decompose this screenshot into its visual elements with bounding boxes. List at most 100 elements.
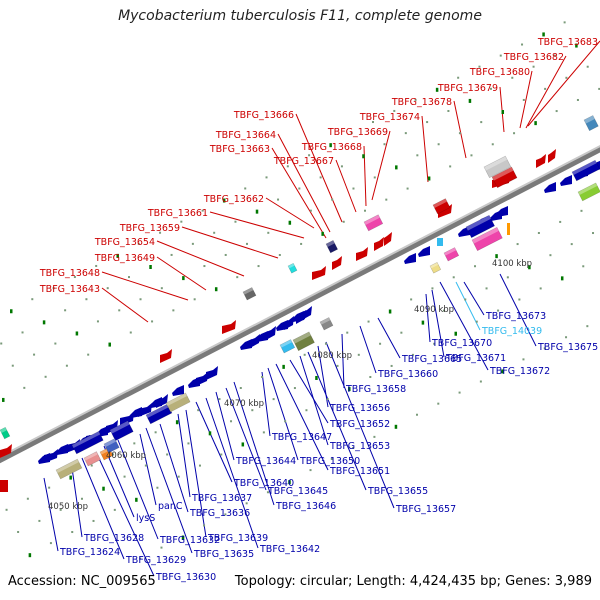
gene-label-panc[interactable]: panC [158, 501, 183, 512]
gene-label-tbfg-13667[interactable]: TBFG_13667 [273, 156, 334, 167]
gene-label-tbfg-13673[interactable]: TBFG_13673 [485, 311, 546, 322]
gene-label-tbfg-13635[interactable]: TBFG_13635 [193, 549, 254, 560]
gene-label-tbfg-13658[interactable]: TBFG_13658 [345, 384, 406, 395]
gene-box-blue[interactable] [103, 438, 120, 454]
gene-arrow[interactable] [206, 366, 218, 380]
gene-arrow-highlighted[interactable] [0, 444, 12, 458]
gene-label-tbfg-13655[interactable]: TBFG_13655 [367, 486, 428, 497]
gene-box-yellow[interactable] [429, 262, 442, 274]
gene-label-tbfg-13660[interactable]: TBFG_13660 [377, 369, 438, 380]
gene-box-grey[interactable] [242, 287, 257, 301]
gene-arrow-highlighted[interactable] [356, 247, 368, 261]
gene-box-steel[interactable] [583, 115, 599, 132]
gene-label-tbfg-13654[interactable]: TBFG_13654 [94, 237, 155, 248]
gene-arrow[interactable] [240, 339, 252, 350]
gene-box-olive[interactable] [55, 458, 83, 480]
gene-label-tbfg-13643[interactable]: TBFG_13643 [39, 284, 100, 295]
gene-label-tbfg-13680[interactable]: TBFG_13680 [469, 67, 530, 78]
gene-arrow[interactable] [404, 253, 416, 264]
gene-label-tbfg-13678[interactable]: TBFG_13678 [391, 97, 452, 108]
gene-box-cyan[interactable] [279, 339, 296, 354]
gene-arrow-highlighted[interactable] [536, 154, 546, 168]
gene-label-tbfg-13649[interactable]: TBFG_13649 [94, 253, 155, 264]
gene-label-tbfg-13683[interactable]: TBFG_13683 [537, 37, 598, 48]
gene-label-tbfg-13657[interactable]: TBFG_13657 [395, 504, 456, 515]
gene-label-tbfg-13636[interactable]: TBFG_13636 [189, 508, 250, 519]
gene-label-tbfg-13661[interactable]: TBFG_13661 [147, 208, 208, 219]
gene-arrow[interactable] [156, 394, 168, 408]
gene-arrow-highlighted[interactable] [332, 256, 342, 270]
gene-label-tbfg-13645[interactable]: TBFG_13645 [267, 486, 328, 497]
gene-box-highlighted[interactable] [432, 198, 451, 215]
gene-label-tbfg-13640[interactable]: TBFG_13640 [233, 478, 294, 489]
gene-label-tbfg-13629[interactable]: TBFG_13629 [125, 555, 186, 566]
gene-arrow[interactable] [120, 412, 134, 426]
gene-box-olive-dark[interactable] [292, 331, 315, 352]
gene-arrow[interactable] [490, 210, 502, 221]
gene-box-olive[interactable] [165, 392, 191, 413]
gene-arrow-highlighted[interactable] [374, 237, 384, 251]
gene-label-tbfg-13646[interactable]: TBFG_13646 [275, 501, 336, 512]
gene-arrow[interactable] [418, 246, 430, 257]
gene-label-selected-tbfg-14039[interactable]: TBFG_14039 [481, 326, 542, 337]
gene-label-tbfg-13632[interactable]: TBFG_13632 [159, 535, 220, 546]
gene-box[interactable] [71, 431, 104, 455]
gene-box-cyan[interactable] [287, 262, 298, 274]
gene-arrow[interactable] [250, 334, 260, 348]
gene-box-grey[interactable] [483, 155, 512, 179]
gene-label-tbfg-13674[interactable]: TBFG_13674 [359, 112, 420, 123]
gene-box-magenta[interactable] [363, 214, 384, 232]
gene-label-tbfg-13662[interactable]: TBFG_13662 [203, 194, 264, 205]
gene-arrow-highlighted[interactable] [548, 149, 556, 163]
gene-arrow[interactable] [266, 326, 276, 340]
gene-label-tbfg-13666[interactable]: TBFG_13666 [233, 110, 294, 121]
gene-box-magenta[interactable] [443, 247, 460, 262]
gene-label-tbfg-13642[interactable]: TBFG_13642 [259, 544, 320, 555]
gene-arrow-highlighted[interactable] [160, 349, 172, 363]
gene-label-tbfg-13656[interactable]: TBFG_13656 [329, 403, 390, 414]
gene-label-tbfg-13639[interactable]: TBFG_13639 [207, 533, 268, 544]
gene-edge-mark[interactable] [0, 480, 8, 492]
gene-arrow-highlighted[interactable] [312, 266, 326, 280]
gene-label-tbfg-13663[interactable]: TBFG_13663 [209, 144, 270, 155]
gene-box[interactable] [571, 159, 600, 182]
gene-label-tbfg-13630[interactable]: TBFG_13630 [155, 572, 216, 583]
gene-label-tbfg-13651[interactable]: TBFG_13651 [329, 466, 390, 477]
gene-box-highlighted[interactable] [491, 166, 518, 189]
gene-label-tbfg-13682[interactable]: TBFG_13682 [503, 52, 564, 63]
gene-label-tbfg-13675[interactable]: TBFG_13675 [537, 342, 598, 353]
gene-box-navy[interactable] [325, 240, 339, 254]
gene-box-green[interactable] [577, 182, 600, 202]
gene-arrow[interactable] [172, 385, 184, 396]
gene-arrow[interactable] [302, 306, 312, 320]
gene-box[interactable] [465, 214, 495, 239]
gene-arrow[interactable] [106, 420, 118, 434]
gene-label-tbfg-13671[interactable]: TBFG_13671 [445, 353, 506, 364]
gene-label-tbfg-13664[interactable]: TBFG_13664 [215, 130, 276, 141]
gene-label-tbfg-13647[interactable]: TBFG_13647 [271, 432, 332, 443]
gene-labels[interactable]: TBFG_13643 TBFG_13648 TBFG_13649 TBFG_13654… [39, 37, 598, 583]
gene-label-tbfg-13679[interactable]: TBFG_13679 [437, 83, 498, 94]
gene-label-tbfg-13624[interactable]: TBFG_13624 [59, 547, 120, 558]
gene-label-tbfg-13650[interactable]: TBFG_13650 [299, 456, 360, 467]
gene-box-pink[interactable] [83, 451, 101, 467]
gene-arrow-highlighted[interactable] [384, 232, 392, 246]
gene-arrow[interactable] [560, 175, 572, 186]
gene-arrow[interactable] [544, 182, 556, 193]
gene-label-tbfg-13644[interactable]: TBFG_13644 [235, 456, 296, 467]
gene-features[interactable] [0, 115, 600, 492]
gene-arrow-highlighted[interactable] [222, 320, 236, 334]
gene-label-tbfg-13637[interactable]: TBFG_13637 [191, 493, 252, 504]
gene-box-teal[interactable] [0, 426, 11, 440]
gene-arrow[interactable] [138, 403, 152, 417]
gene-box-magenta[interactable] [471, 226, 503, 252]
gene-label-tbfg-13659[interactable]: TBFG_13659 [119, 223, 180, 234]
gene-box[interactable] [109, 420, 134, 442]
gene-label-tbfg-13652[interactable]: TBFG_13652 [329, 419, 390, 430]
gene-label-tbfg-13648[interactable]: TBFG_13648 [39, 268, 100, 279]
gene-selected-mark[interactable] [437, 238, 443, 246]
gene-orange-mark[interactable] [507, 223, 510, 235]
gene-label-tbfg-13670[interactable]: TBFG_13670 [431, 338, 492, 349]
gene-label-tbfg-13668[interactable]: TBFG_13668 [301, 142, 362, 153]
